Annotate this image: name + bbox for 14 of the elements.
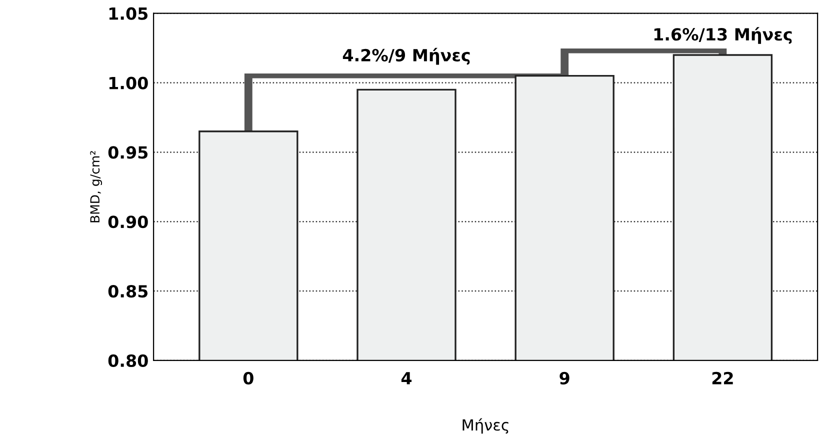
y-tick-label: 0.80 [108, 354, 148, 368]
x-tick-label: 0 [243, 372, 254, 384]
annotation: 4.2%/9 Μήνες [342, 48, 470, 65]
y-tick-label: 0.85 [108, 284, 148, 298]
y-tick-label: 1.00 [109, 76, 148, 90]
x-tick-label: 22 [712, 372, 733, 384]
x-tick-label: 4 [401, 372, 412, 384]
y-tick-label: 0.90 [108, 216, 148, 228]
annotation: 1.6%/13 Μήνες [654, 27, 792, 44]
y-tick-label: 1.05 [109, 7, 148, 20]
x-tick-label: 9 [560, 372, 570, 384]
x-axis-title: Μήνες [462, 418, 508, 434]
y-tick-label: 0.95 [108, 146, 148, 159]
y-axis-title: BMD, g/cm² [90, 151, 102, 222]
